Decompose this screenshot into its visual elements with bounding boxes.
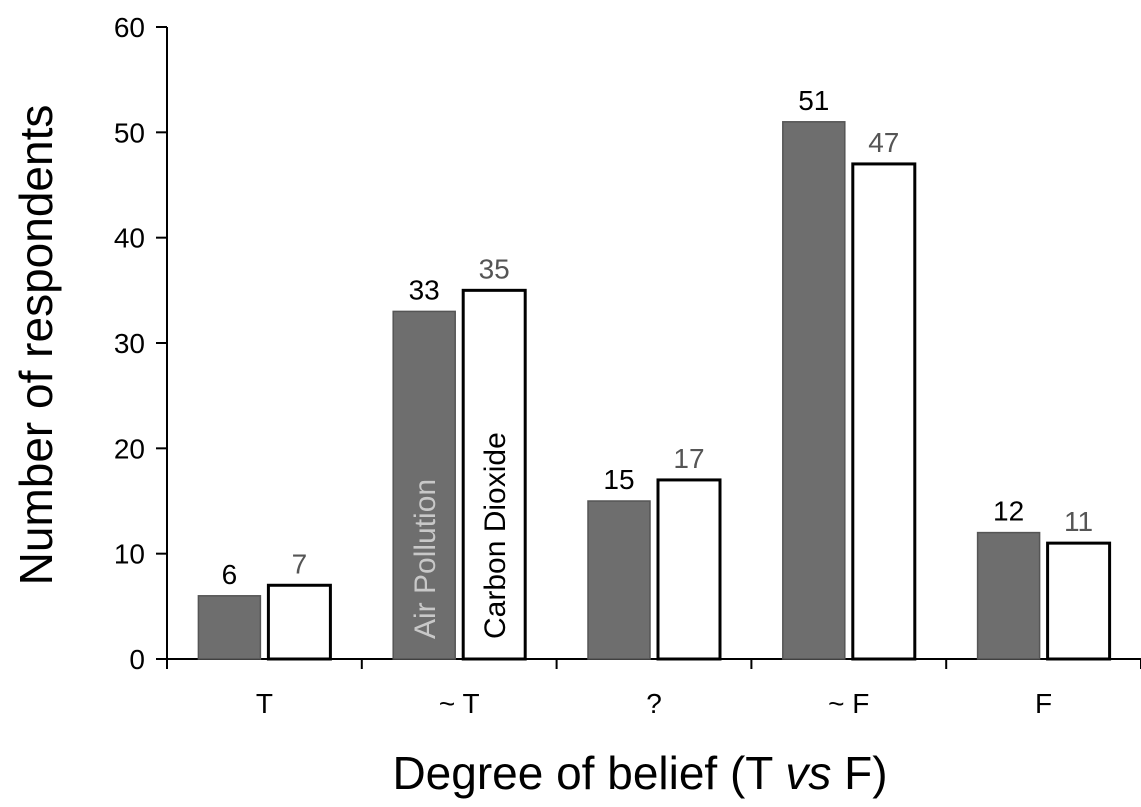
y-tick-label: 50 — [114, 117, 145, 148]
bar-air-pollution — [392, 310, 456, 660]
data-label: 6 — [222, 559, 238, 590]
y-axis-title: Number of respondents — [10, 105, 62, 586]
y-tick-label: 10 — [114, 539, 145, 570]
bar-air-pollution — [197, 595, 262, 660]
data-label: 12 — [993, 496, 1024, 527]
data-label: 47 — [868, 127, 899, 158]
x-tick-label: ~ T — [439, 688, 480, 719]
bar-carbon-dioxide — [1046, 541, 1112, 661]
x-tick-label: F — [1035, 688, 1052, 719]
data-label: 33 — [409, 274, 440, 305]
y-tick-label: 20 — [114, 433, 145, 464]
series-name-label: Carbon Dioxide — [479, 432, 512, 639]
x-axis: T ~ T? ~ F F — [166, 658, 1141, 719]
x-tick-label: ~ F — [828, 688, 869, 719]
bar-air-pollution — [976, 531, 1041, 660]
bar-air-pollution — [782, 121, 846, 660]
x-axis-title: Degree of belief (T vs F) — [392, 747, 887, 799]
y-axis: 0 10 20 30 40 50 60 — [114, 12, 168, 675]
y-tick-label: 60 — [114, 12, 145, 43]
x-tick-label: T — [256, 688, 273, 719]
x-tick-label: ? — [646, 688, 662, 719]
y-tick-label: 40 — [114, 223, 145, 254]
data-label: 35 — [479, 253, 510, 284]
data-label: 11 — [1064, 506, 1093, 537]
y-tick-label: 0 — [129, 644, 145, 675]
bars — [197, 121, 1112, 661]
series-name-label: Air Pollution — [409, 479, 442, 639]
bar-carbon-dioxide — [461, 288, 527, 661]
bar-air-pollution — [587, 500, 651, 660]
data-label: 51 — [798, 85, 829, 116]
data-label: 17 — [673, 443, 704, 474]
y-tick-label: 30 — [114, 328, 145, 359]
bar-carbon-dioxide — [656, 478, 722, 661]
bar-carbon-dioxide — [266, 583, 332, 661]
data-label: 15 — [603, 464, 634, 495]
bar-carbon-dioxide — [851, 162, 917, 661]
value-labels: 6 7 33 Air Pollution 35 Carbon Dioxide 15 17 51 4… — [222, 85, 1094, 639]
data-label: 7 — [292, 548, 308, 579]
